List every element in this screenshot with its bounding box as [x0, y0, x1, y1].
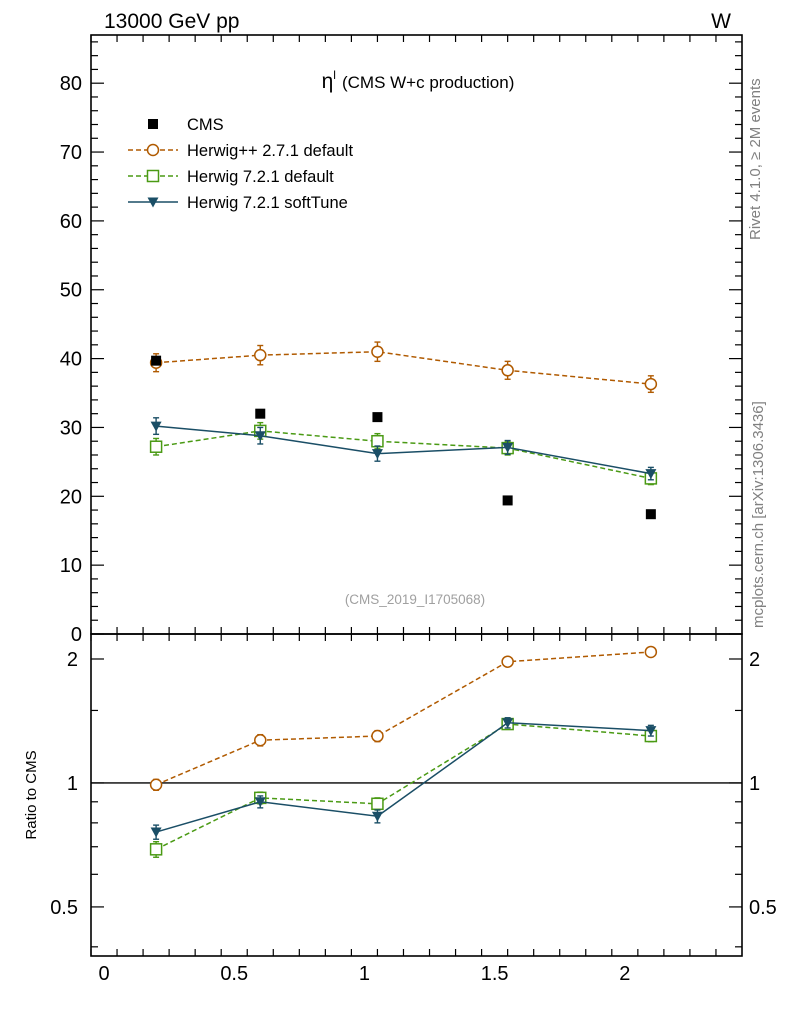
main-y-tick-label: 30 — [60, 417, 82, 439]
legend: CMS Herwig++ 2.7.1 default Herwig 7.2.1 de… — [128, 116, 353, 212]
main-y-tick-label: 50 — [60, 280, 82, 302]
cms-point — [502, 495, 513, 506]
herwig-2-7-1-default-ratio-point — [644, 645, 658, 659]
axis-ticks — [90, 35, 742, 956]
herwig-7-2-1-softtune-ratio-line — [155, 722, 651, 833]
herwig-7-2-1-softtune-ratio-point — [371, 811, 383, 822]
ratio-plot-series — [91, 645, 742, 858]
ratio-y-tick-label-right: 2 — [749, 649, 760, 671]
legend-entry-herwig-7-2-1-default: Herwig 7.2.1 default — [128, 168, 334, 186]
main-y-tick-label: 10 — [60, 555, 82, 577]
legend-label: Herwig++ 2.7.1 default — [187, 142, 353, 160]
ratio-y-tick-label: 1 — [67, 773, 78, 795]
x-tick-label: 0 — [98, 963, 109, 985]
main-y-tick-label: 60 — [60, 211, 82, 233]
side-label-top: Rivet 4.1.0, ≥ 2M events — [747, 78, 764, 240]
side-label-bottom: mcplots.cern.ch [arXiv:1306.3436] — [750, 401, 767, 628]
herwig-7-2-1-softtune-ratio-point — [254, 797, 266, 808]
herwig-7-2-1-softtune-ratio-point — [150, 827, 162, 838]
cms-point — [372, 412, 383, 423]
herwig-7-2-1-softtune-point — [371, 449, 383, 460]
plot-title-main: η — [322, 70, 334, 93]
herwig-7-2-1-default-ratio-line — [155, 723, 651, 850]
herwig-7-2-1-default-ratio-point — [149, 843, 163, 856]
herwig-2-7-1-default-line — [156, 350, 651, 385]
analysis-id-text: (CMS_2019_I1705068) — [345, 592, 485, 607]
herwig-7-2-1-default-point — [149, 440, 163, 453]
herwig-7-2-1-softtune-point — [502, 442, 514, 453]
main-y-tick-label: 20 — [60, 486, 82, 508]
herwig-2-7-1-default-point — [644, 377, 658, 391]
herwig-2-7-1-default-ratio-point — [149, 778, 163, 792]
legend-marker — [146, 169, 160, 183]
x-tick-label: 2 — [619, 963, 630, 985]
x-tick-label: 1.5 — [481, 963, 509, 985]
legend-marker — [146, 143, 160, 157]
legend-label: CMS — [187, 116, 224, 134]
plot-title: ηl (CMS W+c production) — [322, 68, 515, 93]
ratio-y-tick-label: 0.5 — [50, 897, 78, 919]
ratio-ylabel: Ratio to CMS — [23, 750, 40, 839]
plot-title-rest: (CMS W+c production) — [342, 73, 514, 92]
herwig-2-7-1-default-ratio-point — [371, 729, 384, 743]
cms-point — [151, 355, 162, 366]
legend-entry-herwig-7-2-1-softtune: Herwig 7.2.1 softTune — [128, 194, 348, 212]
herwig-2-7-1-default-ratio-line — [155, 651, 651, 786]
legend-label: Herwig 7.2.1 softTune — [187, 194, 348, 212]
x-tick-label: 0.5 — [220, 963, 248, 985]
main-y-tick-label: 40 — [60, 349, 82, 371]
legend-entry-herwig-2-7-1-default: Herwig++ 2.7.1 default — [128, 142, 353, 160]
herwig-2-7-1-default-point — [501, 364, 514, 377]
main-plot-series — [149, 341, 658, 520]
legend-marker — [148, 119, 158, 129]
herwig-7-2-1-default-point — [371, 434, 384, 448]
herwig-2-7-1-default-point — [371, 345, 384, 358]
herwig-7-2-1-default-line — [155, 430, 652, 480]
plot-title-sup: l — [333, 68, 336, 82]
header-right-text: W — [711, 10, 731, 33]
header-left-text: 13000 GeV pp — [104, 10, 239, 33]
herwig-7-2-1-softtune-ratio-point — [645, 726, 657, 737]
x-tick-label: 1 — [359, 963, 370, 985]
main-y-tick-label: 80 — [60, 73, 82, 95]
herwig-2-7-1-default-point — [254, 348, 267, 362]
cms-point — [645, 509, 656, 520]
herwig-7-2-1-softtune-point — [254, 431, 266, 442]
herwig-7-2-1-softtune-point — [645, 469, 657, 480]
herwig-7-2-1-softtune-line — [156, 425, 651, 475]
main-y-tick-label: 70 — [60, 142, 82, 164]
herwig-2-7-1-default-ratio-point — [254, 733, 267, 747]
herwig-2-7-1-default-ratio-point — [501, 655, 514, 668]
herwig-7-2-1-softtune-point — [150, 421, 162, 432]
ratio-y-tick-label: 2 — [67, 649, 78, 671]
herwig-7-2-1-softtune-ratio-point — [502, 718, 514, 729]
legend-marker — [147, 197, 159, 208]
ratio-y-tick-label-right: 0.5 — [749, 897, 777, 919]
ratio-plot-frame — [90, 633, 743, 957]
legend-entry-cms: CMS — [148, 116, 224, 134]
legend-label: Herwig 7.2.1 default — [187, 168, 334, 186]
main-y-tick-label: 0 — [71, 624, 82, 646]
cms-point — [255, 408, 266, 419]
ratio-y-tick-label-right: 1 — [749, 773, 760, 795]
herwig-7-2-1-default-ratio-point — [371, 797, 384, 811]
